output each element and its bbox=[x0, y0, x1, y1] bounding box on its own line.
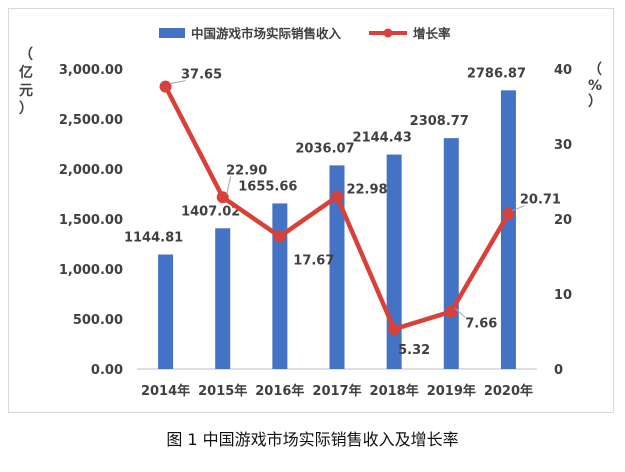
growth-point-label: 17.67 bbox=[293, 253, 334, 268]
growth-point bbox=[216, 191, 229, 204]
y-left-tick-label: 1,000.00 bbox=[59, 263, 123, 278]
x-tick-label: 2015年 bbox=[198, 383, 247, 399]
y-right-tick-label: 20 bbox=[554, 213, 572, 228]
growth-point-label: 22.90 bbox=[226, 163, 267, 178]
growth-point bbox=[331, 190, 343, 203]
x-tick-label: 2020年 bbox=[484, 383, 533, 399]
y-right-tick-label: 10 bbox=[554, 288, 572, 303]
revenue-bar-label: 2144.43 bbox=[353, 131, 412, 146]
figure-caption: 图 1 中国游戏市场实际销售收入及增长率 bbox=[166, 430, 459, 449]
growth-label-leader bbox=[512, 205, 525, 212]
y-left-unit: （亿元 ） bbox=[19, 47, 33, 117]
revenue-bar bbox=[443, 138, 459, 369]
revenue-bar bbox=[272, 203, 288, 369]
growth-label-leader bbox=[169, 80, 186, 85]
y-left-tick-label: 0.00 bbox=[91, 363, 123, 378]
y-right-tick-label: 0 bbox=[554, 363, 563, 378]
growth-point bbox=[159, 80, 172, 93]
revenue-bar-label: 1655.66 bbox=[238, 179, 297, 194]
y-left-tick-label: 500.00 bbox=[73, 313, 123, 328]
revenue-bar bbox=[215, 228, 231, 369]
growth-point-label: 5.32 bbox=[398, 343, 430, 358]
growth-point-label: 37.65 bbox=[181, 68, 222, 83]
legend-label-growth: 增长率 bbox=[413, 26, 451, 41]
y-right-unit-char: % bbox=[588, 78, 602, 94]
y-right-tick-label: 30 bbox=[554, 138, 572, 153]
y-left-tick-label: 2,000.00 bbox=[59, 163, 123, 178]
growth-label-leader bbox=[226, 176, 232, 195]
revenue-bar bbox=[329, 165, 345, 369]
revenue-bar-label: 2786.87 bbox=[467, 66, 526, 81]
revenue-bar-label: 1407.02 bbox=[181, 204, 240, 219]
y-right-unit: （%） bbox=[588, 62, 602, 110]
growth-point bbox=[273, 230, 286, 243]
growth-point bbox=[445, 305, 458, 318]
y-left-unit-char: ） bbox=[19, 101, 33, 117]
y-left-tick-label: 3,000.00 bbox=[59, 63, 123, 78]
growth-label-leader bbox=[454, 308, 466, 318]
x-tick-label: 2016年 bbox=[255, 383, 304, 399]
growth-point-label: 22.98 bbox=[346, 183, 387, 198]
y-left-tick-label: 2,500.00 bbox=[59, 113, 123, 128]
legend-swatch-growth-marker bbox=[383, 28, 393, 38]
revenue-bar bbox=[158, 254, 174, 369]
y-left-tick-label: 1,500.00 bbox=[59, 213, 123, 228]
growth-labels: 37.65 22.90 17.67 22.98 5.32 7.66 20.71 bbox=[169, 68, 561, 358]
revenue-bar-label: 2036.07 bbox=[295, 141, 354, 156]
growth-point-label: 20.71 bbox=[520, 193, 561, 208]
revenue-bar-label: 1144.81 bbox=[124, 231, 183, 246]
y-right-unit-char: （ bbox=[588, 62, 602, 78]
x-tick-label: 2017年 bbox=[312, 383, 361, 399]
y-left-unit-char: （ bbox=[19, 47, 33, 63]
x-ticks: 2014年 2015年 2016年 2017年 2018年 2019年 2020年 bbox=[141, 383, 533, 399]
revenue-bar bbox=[386, 154, 402, 369]
y-left-ticks: 0.00 500.00 1,000.00 1,500.00 2,000.00 2,500.… bbox=[59, 63, 123, 378]
y-left-unit-char: 亿 bbox=[19, 64, 33, 81]
legend-label-revenue: 中国游戏市场实际销售收入 bbox=[191, 26, 342, 41]
growth-point bbox=[502, 207, 515, 220]
revenue-bar bbox=[500, 90, 516, 370]
chart-frame: 中国游戏市场实际销售收入 增长率 （亿元） （%） 0.00 500.00 1,000… bbox=[8, 8, 614, 413]
y-right-tick-label: 40 bbox=[554, 63, 572, 78]
chart: 中国游戏市场实际销售收入 增长率 （亿元） （%） 0.00500.001,000… bbox=[19, 26, 602, 399]
y-right-unit-char: ） bbox=[588, 94, 602, 110]
revenue-bar-label: 2308.77 bbox=[410, 114, 469, 129]
legend-swatch-revenue bbox=[159, 28, 185, 38]
y-left-unit-char: 元 bbox=[19, 83, 33, 99]
x-tick-label: 2019年 bbox=[427, 383, 476, 399]
legend: 中国游戏市场实际销售收入 增长率 bbox=[159, 26, 451, 41]
y-right-ticks: 0 10 20 30 40 bbox=[554, 63, 572, 378]
x-tick-label: 2014年 bbox=[141, 383, 190, 399]
growth-point-label: 7.66 bbox=[465, 317, 497, 332]
bars bbox=[158, 90, 516, 370]
growth-point bbox=[388, 323, 401, 336]
growth-line-series bbox=[159, 80, 515, 336]
x-tick-label: 2018年 bbox=[370, 383, 419, 399]
